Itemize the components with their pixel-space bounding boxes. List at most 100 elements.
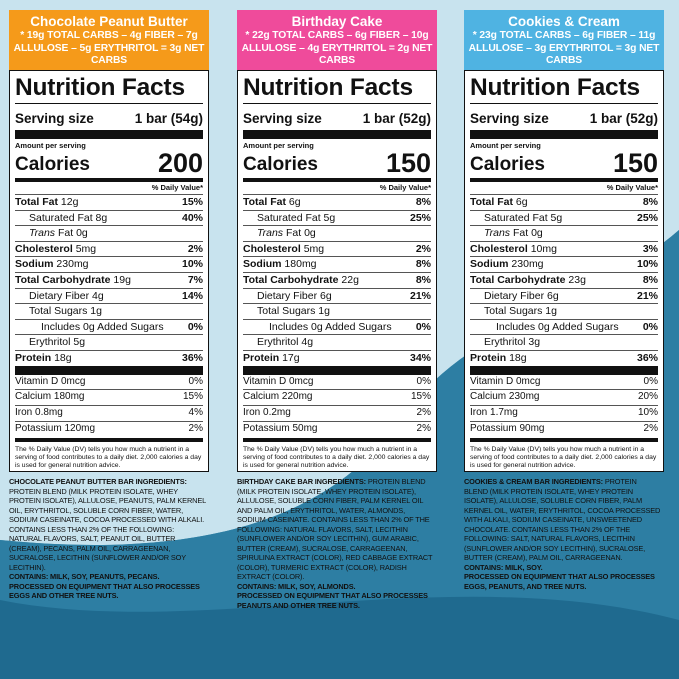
nutrient-iron-amount: 0.8mg (35, 407, 63, 419)
serving-size-value: 1 bar (54g) (134, 111, 203, 126)
amount-per-serving: Amount per serving (243, 141, 314, 150)
nutrient-iron-pct: 4% (188, 407, 203, 419)
iron-row: Iron 1.7mg 10% (470, 405, 658, 421)
nutrient-cell: Iron 1.7mg (470, 406, 518, 421)
net-carbs-line: * 19g TOTAL CARBS – 4g FIBER – 7g ALLULO… (13, 30, 205, 66)
nutrient-cholesterol-pct: 3% (642, 242, 658, 255)
nutrient-potassium-label: Potassium (15, 422, 62, 434)
calories-label: Calories (470, 154, 545, 175)
nutrient-added-sugars-label: Includes (496, 320, 536, 333)
nutrient-cell: Calcium 180mg (15, 390, 84, 405)
processing-notice: PROCESSED ON EQUIPMENT THAT ALSO PROCESS… (464, 572, 655, 591)
nutrient-cell: Total Sugars 1g (257, 304, 330, 319)
nutrient-sodium-amount: 230mg (511, 258, 544, 271)
nutrient-cell: Saturated Fat 8g (29, 211, 107, 226)
nutrient-cell: Total Fat 6g (243, 195, 301, 210)
nutrient-cell: Potassium 90mg (470, 422, 544, 437)
nutrition-facts-title: Nutrition Facts (243, 74, 413, 101)
nutrient-cell: Trans Fat 0g (257, 226, 316, 241)
ingredients-text: COOKIES & CREAM BAR INGREDIENTS: PROTEIN… (464, 477, 662, 563)
nutrient-total-carb-label: Total Carbohydrate (15, 273, 111, 286)
sodium-row: Sodium 230mg 10% (470, 256, 658, 272)
nutrient-saturated-fat-amount: 5g (550, 211, 563, 224)
nutrient-cell: Saturated Fat 5g (257, 211, 335, 226)
serving-size-value: 1 bar (52g) (362, 111, 431, 126)
total-fat-row: Total Fat 6g 8% (243, 194, 431, 210)
nutrient-trans-fat-label: Trans (29, 227, 56, 240)
nutrient-iron-label: Iron (15, 407, 33, 419)
nutrient-calcium-pct: 15% (410, 391, 431, 403)
ingredients-block: COOKIES & CREAM BAR INGREDIENTS: PROTEIN… (464, 477, 664, 591)
nutrient-potassium-amount: 50mg (292, 422, 318, 434)
saturated-fat-row: Saturated Fat 5g 25% (243, 209, 431, 226)
nutrient-potassium-pct: 2% (188, 422, 203, 434)
nutrient-cell: Dietary Fiber 6g (484, 289, 559, 304)
total-carbohydrate-row: Total Carbohydrate 19g 7% (15, 271, 203, 288)
nutrient-sodium-label: Sodium (243, 258, 282, 271)
nutrient-calcium-amount: 180mg (53, 391, 85, 403)
nutrient-cell: Sodium 230mg (15, 257, 89, 272)
nutrient-total-fat-pct: 8% (415, 196, 431, 208)
nutrient-total-fat-pct: 15% (181, 196, 203, 208)
flavor-name: Chocolate Peanut Butter (30, 14, 188, 29)
nutrient-iron-label: Iron (470, 407, 488, 419)
nutrient-potassium-amount: 120mg (64, 422, 96, 434)
nutrient-cell: Trans Fat 0g (29, 226, 88, 241)
nutrient-ingredients-text: PROTEIN BLEND (MILK PROTEIN ISOLATE, WHE… (237, 477, 433, 581)
nutrient-cell: Erythritol 3g (484, 335, 540, 350)
saturated-fat-row: Saturated Fat 5g 25% (470, 209, 658, 226)
daily-value-header: % Daily Value* (15, 178, 203, 194)
flavor-header: Chocolate Peanut Butter * 19g TOTAL CARB… (9, 10, 209, 70)
nutrition-facts-panel: Nutrition Facts Serving size 1 bar (52g)… (237, 70, 437, 472)
nutrient-sodium-pct: 10% (181, 258, 203, 271)
cholesterol-row: Cholesterol 10mg 3% (470, 240, 658, 257)
serving-size-row: Serving size 1 bar (52g) (243, 110, 431, 128)
trans-fat-row: Trans Fat 0g (243, 225, 431, 241)
nutrient-saturated-fat-pct: 25% (636, 211, 658, 224)
dietary-fiber-row: Dietary Fiber 6g 21% (243, 287, 431, 304)
total-sugars-row: Total Sugars 1g (243, 303, 431, 319)
net-carbs-line: * 22g TOTAL CARBS – 6g FIBER – 10g ALLUL… (241, 30, 433, 66)
nutrient-total-carb-pct: 7% (187, 273, 203, 286)
nutrient-protein-amount: 18g (54, 351, 72, 364)
serving-size-label: Serving size (243, 111, 322, 126)
nutrient-cell: Potassium 120mg (15, 422, 95, 437)
nutrient-total-sugars-amount: 1g (318, 305, 330, 318)
nutrient-vitamin-d-amount: 0mcg (60, 375, 86, 387)
nutrient-calcium-pct: 20% (637, 391, 658, 403)
trans-fat-row: Trans Fat 0g (15, 225, 203, 241)
nutrient-cell: Total Sugars 1g (484, 304, 557, 319)
total-sugars-row: Total Sugars 1g (470, 303, 658, 319)
nutrient-cell: Dietary Fiber 6g (257, 289, 332, 304)
nutrient-sodium-amount: 180mg (284, 258, 317, 271)
calcium-row: Calcium 220mg 15% (243, 389, 431, 405)
nutrient-trans-fat-label-rest: Fat (512, 227, 529, 240)
nutrient-protein-label: Protein (470, 351, 507, 364)
flavor-name: Birthday Cake (291, 14, 383, 29)
nutrient-total-sugars-label: Total Sugars (484, 305, 543, 318)
serving-size-value: 1 bar (52g) (589, 111, 658, 126)
nutrient-added-sugars-amount: 0g (83, 320, 95, 333)
nutrient-fiber-amount: 6g (547, 289, 559, 302)
nutrient-cell: Protein 18g (470, 351, 527, 366)
protein-row: Protein 18g 36% (470, 349, 658, 366)
cholesterol-row: Cholesterol 5mg 2% (243, 240, 431, 257)
nutrition-facts-title: Nutrition Facts (15, 74, 185, 101)
nutrient-added-sugars-label: Includes (269, 320, 309, 333)
nutrient-fiber-label: Dietary Fiber (29, 289, 90, 302)
calcium-row: Calcium 230mg 20% (470, 389, 658, 405)
nutrient-vitamin-d-amount: 0mcg (515, 375, 541, 387)
nutrient-iron-amount: 1.7mg (490, 407, 518, 419)
nutrition-facts-panel: Nutrition Facts Serving size 1 bar (54g)… (9, 70, 209, 472)
nutrient-cell: Vitamin D 0mcg (243, 375, 313, 390)
calcium-row: Calcium 180mg 15% (15, 389, 203, 405)
nutrient-total-fat-label: Total Fat (243, 196, 286, 208)
nutrient-added-sugars-pct: 0% (415, 320, 431, 333)
amount-per-serving: Amount per serving (15, 141, 86, 150)
iron-row: Iron 0.8mg 4% (15, 405, 203, 421)
potassium-row: Potassium 120mg 2% (15, 420, 203, 437)
flavor-header: Cookies & Cream * 23g TOTAL CARBS – 6g F… (464, 10, 664, 70)
nutrient-vitamin-d-pct: 0% (643, 375, 658, 387)
nutrient-protein-pct: 36% (181, 351, 203, 364)
ingredients-block: CHOCOLATE PEANUT BUTTER BAR INGREDIENTS:… (9, 477, 209, 601)
